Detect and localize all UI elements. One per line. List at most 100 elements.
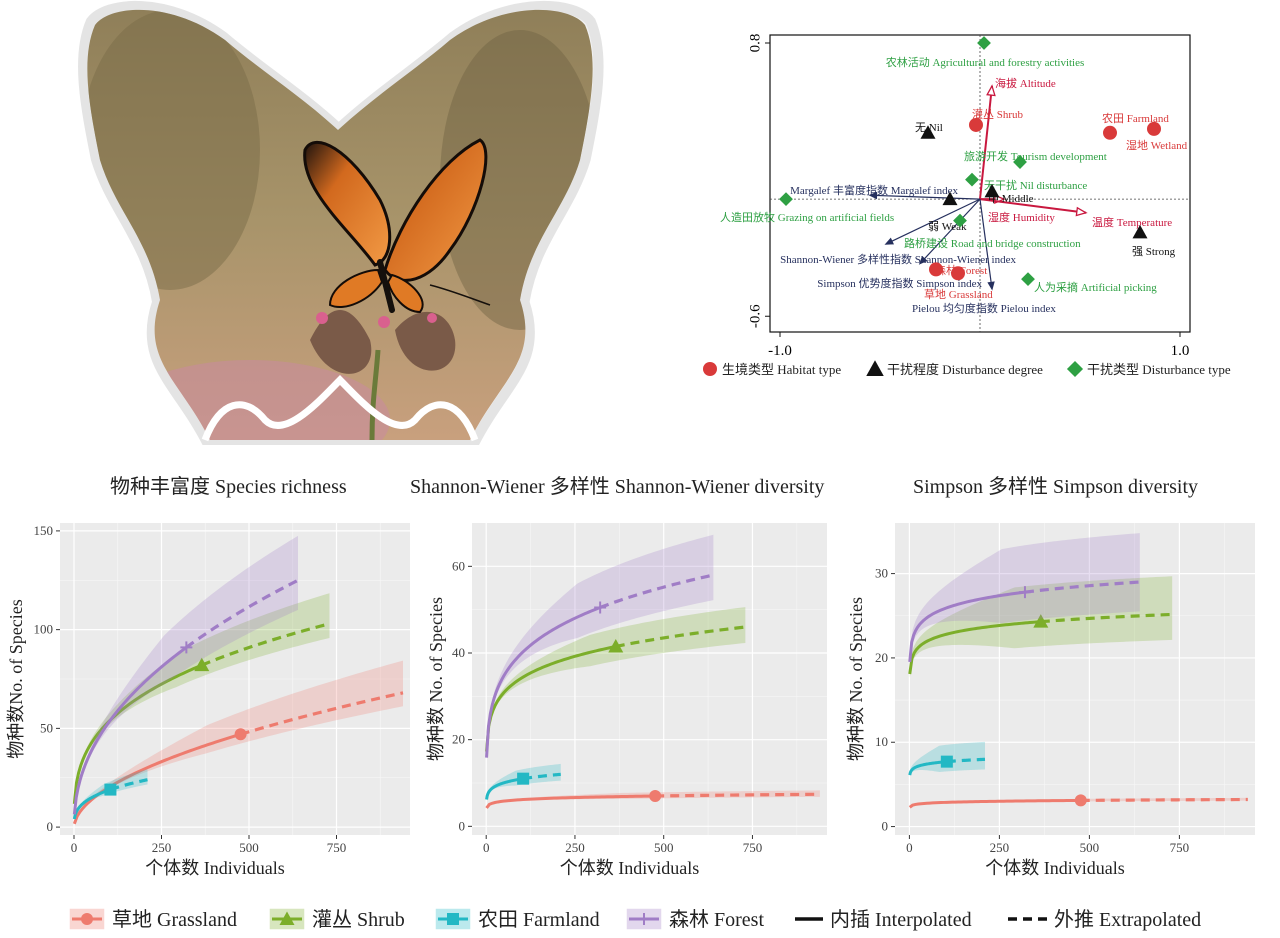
rda-ytick-label: -0.6 <box>747 304 763 328</box>
y-tick-label: 100 <box>34 622 54 637</box>
rda-arrow <box>869 194 981 200</box>
rda-point-disturbance <box>779 192 793 207</box>
simpson-chart: 0 250 500 750 0 10 20 30 个体数 Individuals 物种数 No. … <box>846 523 1255 878</box>
rda-point-label: 路桥建设 Road and bridge construction <box>904 236 1081 250</box>
panel-title-richness: 物种丰富度 Species richness <box>110 476 347 498</box>
butterfly-left-wing <box>303 140 392 267</box>
panel-title-simpson: Simpson 多样性 Simpson diversity <box>913 476 1199 498</box>
extrapolated-line-forest <box>599 573 714 609</box>
x-tick-label: 500 <box>239 840 259 855</box>
rda-arrow-label: Pielou 均匀度指数 Pielou index <box>912 301 1056 315</box>
rda-point-label: 森林 Forest <box>935 263 987 277</box>
rda-point-label: 无 Nil <box>915 122 943 134</box>
rda-point-disturbance <box>965 172 979 187</box>
legend-marker-shrub <box>279 911 295 925</box>
rda-legend-marker-disturbance <box>1066 360 1084 378</box>
rda-point-disturbance <box>977 36 991 50</box>
rda-arrow <box>979 85 993 200</box>
observed-point-grassland <box>234 728 247 741</box>
interpolated-line-shrub <box>908 620 1041 675</box>
legend-extrapolated-label: 外推 Extrapolated <box>1054 908 1201 931</box>
legend-label-grassland: 草地 Grassland <box>112 908 237 931</box>
interpolated-line-farmland <box>485 777 524 800</box>
confidence-band-farmland <box>74 769 148 820</box>
confidence-band-shrub <box>486 607 746 753</box>
x-tick-label: 0 <box>483 840 490 855</box>
x-tick-label: 750 <box>327 840 347 855</box>
rda-legend-label: 生境类型 Habitat type <box>722 362 841 377</box>
rda-arrowhead <box>1075 206 1088 217</box>
observed-point-shrub <box>608 639 624 653</box>
legend-label-shrub: 灌丛 Shrub <box>312 908 405 931</box>
y-tick-label: 0 <box>47 819 54 834</box>
rda-point-disturbance <box>1021 272 1035 287</box>
observed-point-forest <box>180 641 193 654</box>
richness-chart: 0 250 500 750 0 50 100 150 个体数 Individuals 物种数No.… <box>6 523 410 878</box>
rda-arrow-label: 温度 Temperature <box>1092 215 1172 229</box>
rda-point-habitat <box>969 117 983 132</box>
rda-legend-marker-habitat <box>703 362 717 376</box>
y-tick-label: 0 <box>459 818 466 833</box>
rda-point-label: 中 Middle <box>988 192 1034 205</box>
y-tick-label: 30 <box>875 566 888 581</box>
observed-point-farmland <box>104 783 117 796</box>
legend-marker-grassland <box>81 913 93 925</box>
interpolated-line-farmland <box>908 760 947 776</box>
extrapolated-line-shrub <box>615 625 746 649</box>
confidence-band-forest <box>74 535 298 815</box>
plot-background <box>895 523 1255 835</box>
y-tick-label: 0 <box>882 819 889 834</box>
rda-xtick-label: 1.0 <box>1171 343 1190 359</box>
extrapolated-line-forest <box>185 578 299 649</box>
rda-arrowhead <box>868 191 878 200</box>
x-tick-label: 750 <box>743 840 763 855</box>
observed-point-grassland <box>1074 794 1087 807</box>
rda-point-label: 湿地 Wetland <box>1126 139 1188 152</box>
rda-arrow-label: Simpson 优势度指数 Simpson index <box>817 276 982 290</box>
confidence-band-forest <box>486 534 714 760</box>
rda-arrow <box>979 198 1087 214</box>
rda-point-disturbance <box>1013 155 1027 169</box>
rda-point-label: 旅游开发 Tourism development <box>964 149 1107 163</box>
y-tick-label: 150 <box>34 523 54 538</box>
rda-ytick-label: 0.8 <box>747 34 763 53</box>
extrapolated-line-farmland <box>946 757 986 764</box>
x-axis-title: 个体数 Individuals <box>560 858 700 878</box>
rda-arrow <box>919 198 981 264</box>
rda-arrow-label: Shannon-Wiener 多样性指数 Shannon-Wiener inde… <box>780 252 1016 266</box>
y-axis-title: 物种数 No. of Species <box>426 597 446 761</box>
rda-legend-label: 干扰类型 Disturbance type <box>1087 362 1231 377</box>
observed-point-forest <box>594 601 607 614</box>
butterfly-photo <box>78 0 604 445</box>
extrapolated-line-grassland <box>655 792 820 798</box>
y-tick-label: 20 <box>875 650 888 665</box>
interpolated-line-forest <box>72 646 188 815</box>
rda-legend-marker-degree <box>866 360 884 376</box>
rda-point-degree <box>1132 224 1148 239</box>
confidence-band-forest <box>909 533 1140 666</box>
y-tick-label: 10 <box>875 734 888 749</box>
panel-title-shannon: Shannon-Wiener 多样性 Shannon-Wiener divers… <box>410 476 825 498</box>
rda-arrow <box>979 199 993 289</box>
y-tick-label: 20 <box>452 732 465 747</box>
rda-arrow <box>885 198 981 245</box>
rda-point-label: 灌丛 Shrub <box>972 108 1024 121</box>
rda-biplot: 0.8 -0.6 -1.0 1.0 海拔 Altitude 湿度 Humidity 温度 T… <box>703 34 1231 378</box>
extrapolated-line-farmland <box>109 778 148 792</box>
interpolated-line-grassland <box>485 794 656 809</box>
x-tick-label: 750 <box>1170 840 1190 855</box>
y-tick-label: 50 <box>40 720 53 735</box>
extrapolated-line-farmland <box>522 772 561 781</box>
interpolated-line-farmland <box>72 788 111 820</box>
observed-point-farmland <box>940 755 953 768</box>
rda-legend-label: 干扰程度 Disturbance degree <box>887 362 1043 377</box>
rda-arrowhead <box>987 281 995 291</box>
rda-point-label: 农田 Farmland <box>1102 111 1169 125</box>
rda-point-label: 无干扰 Nil disturbance <box>984 178 1087 192</box>
x-tick-label: 500 <box>1080 840 1100 855</box>
x-tick-label: 250 <box>565 840 585 855</box>
rda-point-label: 强 Strong <box>1132 246 1176 258</box>
rda-point-label: 人造田放牧 Grazing on artificial fields <box>720 210 894 224</box>
legend-marker-forest <box>638 913 650 925</box>
rda-arrow-label: 海拔 Altitude <box>995 76 1056 90</box>
